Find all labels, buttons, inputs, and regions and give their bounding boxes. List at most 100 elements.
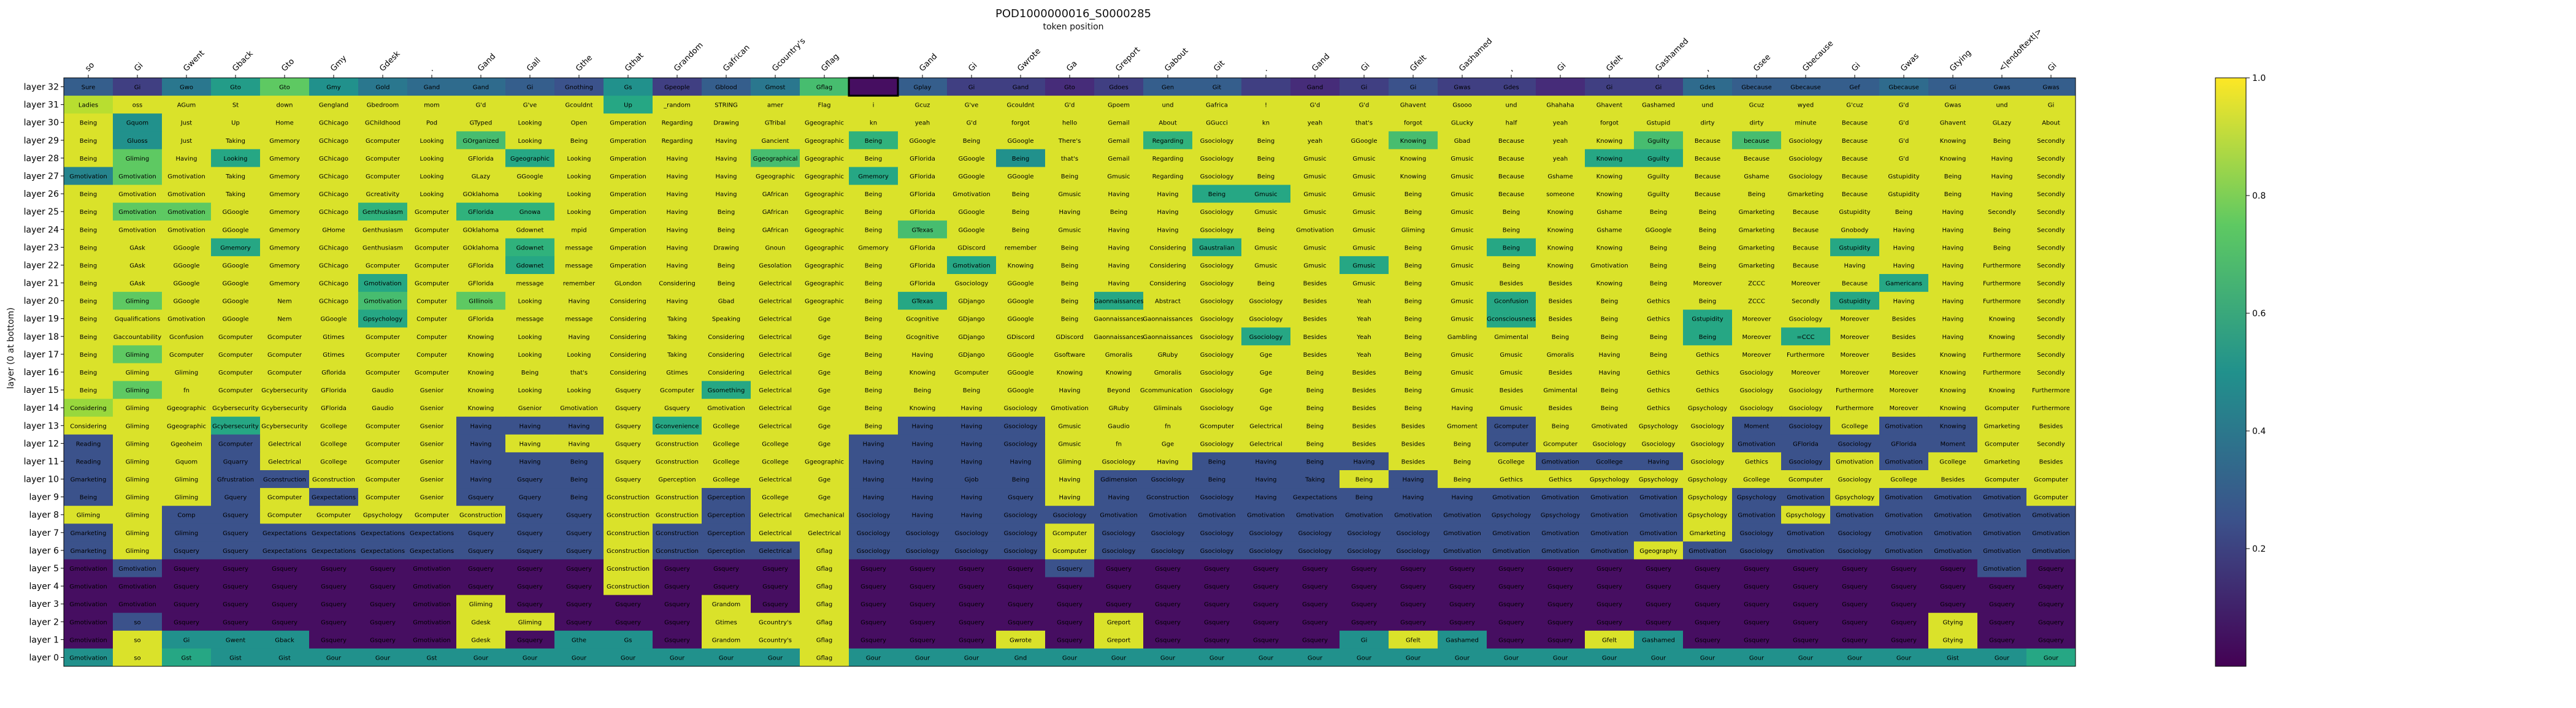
heatmap-cell [64,167,113,186]
heatmap-cell-label: Gmotivation [1885,495,1923,501]
heatmap-cell [1438,345,1487,364]
heatmap-cell-label: Gfrustration [217,477,254,484]
heatmap-cell-label: Gsquery [910,584,935,590]
heatmap-cell-label: Knowing [1547,245,1574,251]
y-tick-label: layer 14 [24,403,59,413]
heatmap-cell [898,506,948,524]
heatmap-cell [505,398,555,417]
heatmap-cell-label: Gethics [1696,370,1719,376]
heatmap-cell-label: Being [1601,334,1618,341]
heatmap-cell-label: Gmotivation [69,584,107,590]
heatmap-cell [1487,310,1536,328]
heatmap-cell [1487,220,1536,239]
heatmap-cell [1241,238,1291,257]
heatmap-cell-label: Gpsychology [1835,495,1874,501]
heatmap-cell [1241,559,1291,578]
heatmap-cell-label: Gliming [126,459,150,465]
heatmap-cell [800,78,849,96]
heatmap-cell-label: Gmemory [269,138,300,145]
heatmap-cell-label: Gto [279,85,290,91]
heatmap-cell-label: Gsociology [1249,548,1283,555]
heatmap-cell-label: Being [1355,495,1373,501]
heatmap-cell [64,541,113,560]
heatmap-cell-label: Being [1405,387,1422,394]
colorbar-tick-label: 0.2 [2252,544,2266,554]
heatmap-cell-label: Gsquery [321,637,347,644]
heatmap-cell [1536,238,1585,257]
heatmap-cell [358,612,408,631]
heatmap-cell [1683,381,1733,400]
heatmap-cell-label: Gsquery [174,548,199,555]
heatmap-cell-label: Knowing [1400,138,1427,145]
heatmap-cell [64,220,113,239]
heatmap-cell-label: Speaking [712,316,740,323]
heatmap-cell-label: Ggeographic [756,173,795,180]
heatmap-cell-label: Knowing [1597,173,1623,180]
heatmap-cell-label: Gsquery [370,637,396,644]
heatmap-cell-label: Having [1893,245,1914,251]
heatmap-cell [113,96,163,114]
heatmap-cell-label: Gen [1162,85,1174,91]
heatmap-cell [702,381,751,400]
heatmap-cell [996,167,1046,186]
heatmap-cell-label: Gi [134,85,141,91]
heatmap-cell [1977,220,2027,239]
heatmap-cell [113,149,163,167]
heatmap-cell-label: forgot [1011,120,1030,127]
heatmap-cell [1290,488,1340,506]
heatmap-cell-label: Gcomputer [366,370,401,376]
heatmap-cell [702,310,751,328]
heatmap-cell [2026,113,2076,132]
heatmap-cell-label: Gcomputer [1052,548,1087,555]
heatmap-cell [1928,78,1978,96]
heatmap-cell-label: Being [1012,227,1029,234]
heatmap-cell-label: Gour [1062,655,1078,661]
heatmap-cell-label: Gsociology [1200,156,1234,162]
heatmap-cell-label: Moreover [1840,316,1869,323]
heatmap-cell-label: yeah [1308,138,1323,145]
heatmap-cell-label: Gmotivation [1541,530,1579,537]
heatmap-cell [1830,381,1880,400]
heatmap-cell [1634,577,1684,596]
heatmap-cell-label: GChicago [319,173,348,180]
heatmap-cell [702,292,751,310]
heatmap-cell-label: Gmperation [610,209,646,216]
heatmap-cell [1389,648,1438,667]
heatmap-cell [849,274,899,292]
heatmap-cell-label: GGoogle [516,173,543,180]
heatmap-cell-label: Being [1650,352,1667,359]
heatmap-cell-label: Gmemory [269,191,300,198]
heatmap-cell [505,167,555,186]
heatmap-cell [1585,612,1635,631]
heatmap-cell-label: Having [862,477,884,484]
heatmap-cell-label: Gcognitive [906,334,939,341]
heatmap-cell [1585,630,1635,649]
heatmap-cell [1340,541,1389,560]
heatmap-cell [358,96,408,114]
heatmap-cell-label: Being [1306,423,1324,430]
heatmap-cell [1928,131,1978,150]
heatmap-cell [358,452,408,471]
heatmap-cell-label: Furthermore [2032,387,2070,394]
heatmap-cell [1143,452,1193,471]
heatmap-cell-label: Furthermore [2032,405,2070,412]
heatmap-cell [1389,577,1438,596]
heatmap-cell-label: Gsociology [1249,334,1283,341]
heatmap-cell [898,452,948,471]
heatmap-cell-label: Being [1405,405,1422,412]
heatmap-cell [456,452,506,471]
heatmap-cell [407,434,457,453]
heatmap-cell-label: Gesolation [759,262,791,269]
heatmap-cell [1192,327,1242,346]
heatmap-cell [702,78,751,96]
heatmap-cell [1143,274,1193,292]
heatmap-cell-label: Knowing [1008,262,1034,269]
heatmap-cell [456,78,506,96]
heatmap-cell [162,506,212,524]
heatmap-cell-label: Gqualifications [115,316,160,323]
heatmap-cell-label: Taking [225,191,245,198]
y-tick-label: layer 29 [24,136,59,146]
heatmap-cell [456,256,506,275]
heatmap-cell-label: Having [568,334,589,341]
heatmap-cell [947,256,997,275]
